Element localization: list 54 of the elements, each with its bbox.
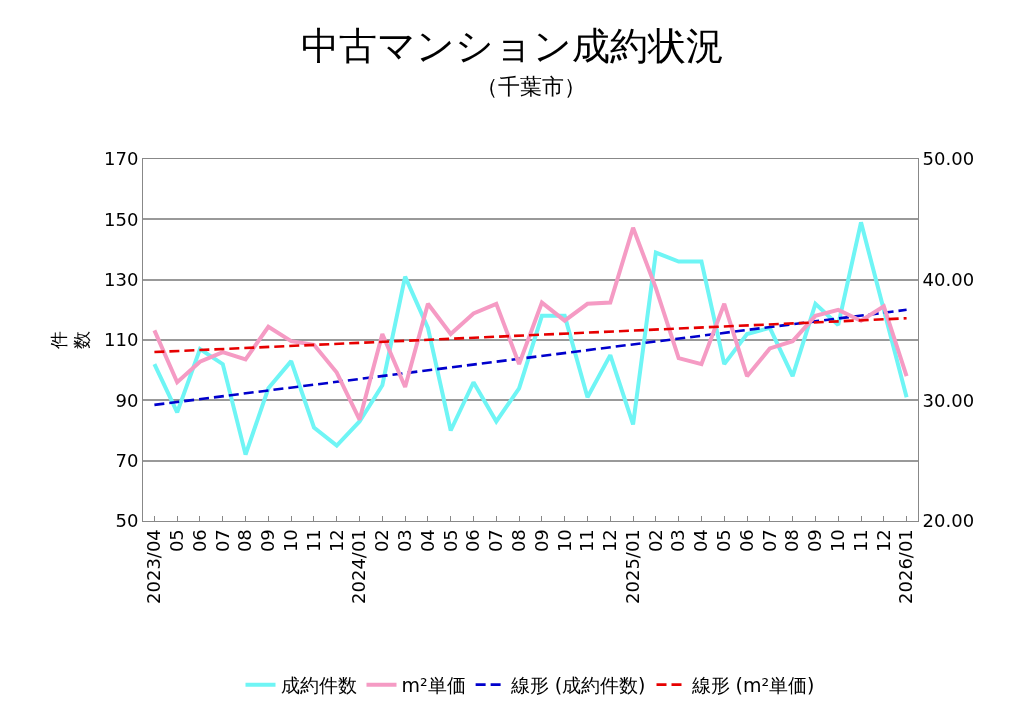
x-tick-label: 08 — [507, 529, 529, 553]
x-tick-label: 10 — [280, 529, 302, 553]
x-tick-label: 10 — [827, 529, 849, 553]
x-tick-label: 06 — [462, 529, 484, 553]
y-tick-label: 150 — [104, 208, 139, 230]
x-tick-label: 03 — [393, 529, 415, 553]
y-tick-label: 130 — [104, 268, 139, 290]
chart-subtitle: （千葉市） — [476, 74, 586, 99]
x-tick-label: 12 — [872, 529, 894, 553]
x-tick-label: 11 — [302, 529, 324, 553]
chart-title: 中古マンション成約状況 — [300, 23, 724, 68]
legend-label: m²単価 — [401, 674, 466, 697]
x-tick-label: 08 — [781, 529, 803, 553]
legend-label: 線形 (成約件数) — [509, 674, 646, 697]
line-series — [152, 225, 909, 422]
y-tick-label: 90 — [115, 389, 139, 411]
x-tick-label: 09 — [530, 529, 552, 553]
x-tick-label: 2026/01 — [895, 529, 917, 604]
x-tick-label: 06 — [735, 529, 757, 553]
x-tick-label: 07 — [485, 529, 507, 553]
line-series — [152, 220, 909, 457]
x-tick-label: 08 — [234, 529, 256, 553]
legend-label: 成約件数 — [280, 674, 357, 697]
x-tick-label: 2024/01 — [348, 529, 370, 604]
x-tick-label: 12 — [599, 529, 621, 553]
y2-tick-label: 50.00 — [922, 148, 975, 170]
y-tick-label: 50 — [115, 510, 139, 532]
y2-tick-label: 20.00 — [922, 510, 975, 532]
x-tick-label: 04 — [690, 529, 712, 553]
x-tick-label: 2023/04 — [143, 529, 165, 604]
y-axis-title: 件数 — [47, 331, 93, 349]
x-tick-label: 2025/01 — [621, 529, 643, 604]
y-tick-label: 170 — [104, 148, 139, 170]
y-tick-label: 110 — [104, 329, 139, 351]
x-tick-label: 09 — [257, 529, 279, 553]
x-tick-label: 04 — [416, 529, 438, 553]
x-tick-label: 03 — [667, 529, 689, 553]
x-tick-label: 10 — [553, 529, 575, 553]
y-tick-label: 70 — [115, 449, 139, 471]
x-tick-label: 05 — [166, 529, 188, 553]
y2-tick-label: 30.00 — [922, 389, 975, 411]
x-tick-label: 02 — [371, 529, 393, 553]
x-tick-label: 06 — [188, 529, 210, 553]
x-tick-label: 07 — [211, 529, 233, 553]
x-tick-label: 05 — [713, 529, 735, 553]
legend-label: 線形 (m²単価) — [690, 674, 815, 697]
x-tick-label: 12 — [325, 529, 347, 553]
x-tick-label: 09 — [804, 529, 826, 553]
x-tick-label: 07 — [758, 529, 780, 553]
y2-tick-label: 40.00 — [922, 268, 975, 290]
x-tick-label: 02 — [644, 529, 666, 553]
x-tick-label: 11 — [576, 529, 598, 553]
x-tick-label: 11 — [849, 529, 871, 553]
x-tick-label: 05 — [439, 529, 461, 553]
